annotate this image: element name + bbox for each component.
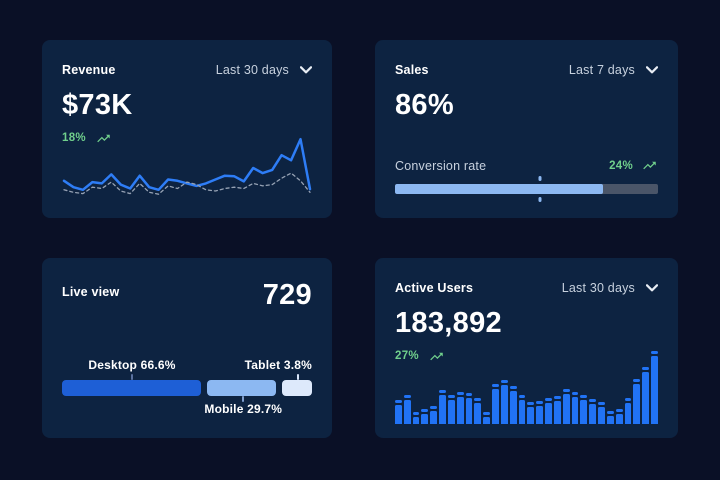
daily-bar (562, 388, 570, 424)
active-users-period-label: Last 30 days (561, 280, 635, 295)
daily-bar (624, 397, 632, 424)
active-users-card: Active Users Last 30 days 183,892 27% (375, 258, 678, 438)
mobile-segment (206, 380, 276, 396)
daily-bar (421, 409, 429, 424)
revenue-value: $73K (62, 89, 133, 121)
daily-bar (589, 399, 597, 424)
sales-card-header: Sales Last 7 days (395, 62, 658, 77)
active-users-value: 183,892 (395, 307, 502, 339)
mobile-tick (242, 396, 245, 402)
tablet-tick (297, 374, 300, 380)
live-view-value: 729 (262, 279, 312, 311)
conversion-rate-row: Conversion rate 24% (395, 158, 658, 173)
trending-up-icon (430, 352, 443, 360)
progress-marker-bottom (538, 197, 542, 202)
daily-bar (615, 409, 623, 424)
daily-bar (465, 393, 473, 424)
daily-bar (536, 400, 544, 424)
active-users-delta: 27% (395, 350, 419, 362)
daily-bar (553, 396, 561, 424)
daily-bar (483, 412, 491, 424)
sales-period-label: Last 7 days (568, 62, 635, 77)
revenue-period-dropdown[interactable]: Last 30 days (216, 63, 312, 77)
daily-bar (403, 394, 411, 424)
active-users-bar-chart (395, 351, 658, 424)
daily-bar (500, 380, 508, 424)
progress-track (395, 184, 658, 194)
daily-bar (395, 399, 402, 424)
daily-bar (518, 394, 526, 424)
live-view-title: Live view (62, 285, 120, 299)
progress-fill (395, 184, 603, 194)
tablet-segment (281, 380, 312, 396)
sales-card: Sales Last 7 days 86% Conversion rate 24… (375, 40, 678, 218)
sales-period-dropdown[interactable]: Last 7 days (569, 63, 658, 77)
revenue-period-label: Last 30 days (215, 62, 289, 77)
daily-bar (509, 386, 517, 424)
daily-bar (545, 397, 552, 424)
revenue-line-chart (62, 137, 312, 195)
active-users-header: Active Users Last 30 days (395, 280, 658, 295)
mobile-segment-label: Mobile 29.7% (204, 402, 283, 416)
chevron-down-icon (300, 65, 312, 73)
daily-bar (580, 394, 588, 424)
revenue-card-title: Revenue (62, 62, 116, 77)
daily-bar (571, 391, 579, 424)
active-users-title: Active Users (395, 280, 474, 295)
conversion-progress (395, 176, 658, 202)
sales-card-title: Sales (395, 62, 429, 77)
trending-up-icon (97, 134, 110, 142)
desktop-segment (62, 380, 201, 396)
progress-marker-top (538, 176, 542, 181)
daily-bar (527, 402, 535, 424)
chevron-down-icon (646, 65, 658, 73)
daily-bar (447, 394, 455, 424)
daily-bar (439, 390, 446, 424)
daily-bar (492, 383, 499, 424)
desktop-segment-label: Desktop 66.6% (88, 358, 176, 372)
daily-bar (474, 398, 482, 424)
sales-value: 86% (395, 89, 454, 121)
conversion-delta: 24% (609, 159, 633, 172)
chevron-down-icon (646, 283, 658, 291)
daily-bar (456, 391, 464, 424)
daily-bar (651, 351, 658, 424)
device-breakdown-chart: Desktop 66.6% Tablet 3.8% Mobile 29.7% (62, 358, 312, 416)
active-users-delta-row: 27% (395, 349, 658, 363)
revenue-delta: 18% (62, 132, 86, 144)
trending-up-icon (643, 161, 656, 170)
daily-bar (598, 402, 605, 424)
daily-bar (642, 367, 650, 424)
daily-bar (606, 410, 614, 424)
live-view-header: Live view 729 (62, 280, 312, 310)
live-view-card: Live view 729 Desktop 66.6% Tablet 3.8% … (42, 258, 332, 438)
active-users-period-dropdown[interactable]: Last 30 days (562, 281, 658, 295)
revenue-card-header: Revenue Last 30 days (62, 62, 312, 77)
desktop-tick (131, 374, 133, 380)
device-stacked-bar (62, 380, 312, 396)
tablet-segment-label: Tablet 3.8% (244, 358, 312, 372)
revenue-card: Revenue Last 30 days $73K 18% (42, 40, 332, 218)
dashboard: Revenue Last 30 days $73K 18% Sales Last… (42, 40, 678, 438)
daily-bar (412, 412, 420, 424)
revenue-delta-row: 18% (62, 131, 312, 145)
daily-bar (633, 378, 641, 424)
conversion-delta-group: 24% (609, 158, 658, 173)
conversion-rate-label: Conversion rate (395, 158, 487, 173)
daily-bar (430, 406, 438, 424)
